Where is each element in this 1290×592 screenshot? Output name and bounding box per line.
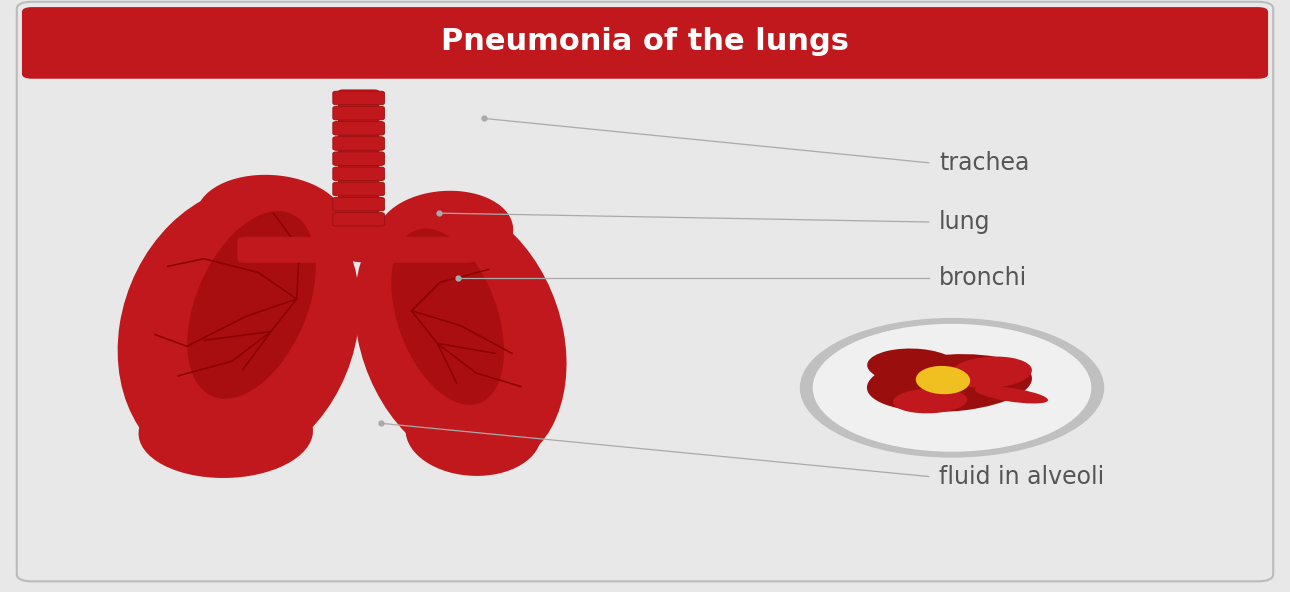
FancyBboxPatch shape [22,7,1268,79]
FancyBboxPatch shape [333,137,384,150]
FancyBboxPatch shape [333,213,384,226]
Text: fluid in alveoli: fluid in alveoli [939,465,1104,488]
FancyBboxPatch shape [333,152,384,165]
Ellipse shape [355,199,566,470]
FancyBboxPatch shape [333,121,384,135]
Ellipse shape [187,211,316,399]
Ellipse shape [867,354,1032,412]
FancyBboxPatch shape [372,237,475,263]
FancyBboxPatch shape [333,197,384,211]
Circle shape [813,324,1091,452]
Ellipse shape [405,388,542,476]
Ellipse shape [341,237,382,262]
Text: Pneumonia of the lungs: Pneumonia of the lungs [441,27,849,56]
Ellipse shape [117,185,360,472]
Text: trachea: trachea [939,151,1029,175]
Ellipse shape [893,388,968,413]
Ellipse shape [867,349,960,384]
FancyBboxPatch shape [333,182,384,196]
FancyBboxPatch shape [338,89,379,242]
Text: bronchi: bronchi [939,266,1027,290]
Ellipse shape [949,356,1032,388]
FancyBboxPatch shape [333,107,384,120]
Circle shape [800,318,1104,458]
FancyBboxPatch shape [341,237,377,256]
Text: lung: lung [939,210,991,234]
Ellipse shape [391,229,504,405]
FancyBboxPatch shape [17,2,1273,581]
Ellipse shape [916,366,970,394]
FancyBboxPatch shape [237,237,353,263]
Ellipse shape [196,175,346,263]
FancyBboxPatch shape [333,167,384,181]
Ellipse shape [377,191,513,275]
Ellipse shape [138,387,313,478]
FancyBboxPatch shape [333,91,384,105]
Ellipse shape [975,386,1047,404]
